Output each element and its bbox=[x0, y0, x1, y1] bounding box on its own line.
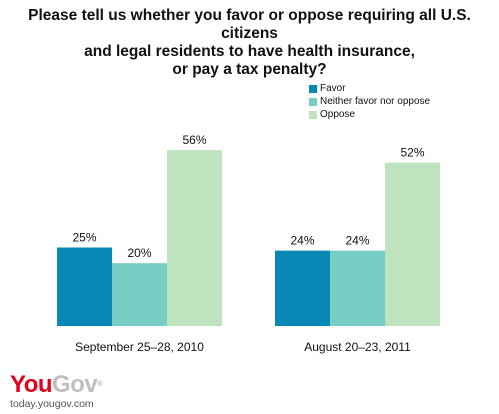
category-label-2: August 20–23, 2011 bbox=[304, 340, 411, 354]
title-line-3: or pay a tax penalty? bbox=[172, 61, 327, 78]
legend-swatch-favor bbox=[309, 84, 317, 93]
value-label-oppose-1: 56% bbox=[182, 133, 206, 147]
value-label-favor-1: 25% bbox=[72, 231, 96, 245]
bar-favor-1 bbox=[57, 247, 112, 326]
legend-swatch-oppose bbox=[309, 110, 317, 119]
legend-item-oppose: Oppose bbox=[309, 108, 430, 121]
legend-item-neither: Neither favor nor oppose bbox=[309, 95, 430, 108]
bar-neither-2 bbox=[330, 250, 385, 326]
category-label-1: September 25–28, 2010 bbox=[75, 340, 204, 354]
value-label-neither-1: 20% bbox=[127, 246, 151, 260]
legend: Favor Neither favor nor oppose Oppose bbox=[309, 82, 430, 121]
value-label-oppose-2: 52% bbox=[400, 146, 424, 160]
value-label-neither-2: 24% bbox=[345, 234, 369, 248]
title-line-2: and legal residents to have health insur… bbox=[84, 43, 415, 60]
bar-favor-2 bbox=[275, 250, 330, 326]
brand-block: YouGov® today.yougov.com bbox=[10, 371, 102, 411]
title-line-1: Please tell us whether you favor or oppo… bbox=[28, 7, 471, 42]
legend-label-oppose: Oppose bbox=[320, 109, 356, 120]
legend-item-favor: Favor bbox=[309, 82, 430, 95]
legend-label-neither: Neither favor nor oppose bbox=[320, 96, 431, 107]
bar-neither-1 bbox=[112, 263, 167, 326]
chart-title: Please tell us whether you favor or oppo… bbox=[0, 7, 499, 79]
legend-label-favor: Favor bbox=[320, 83, 346, 94]
brand-url: today.yougov.com bbox=[10, 398, 94, 410]
bar-oppose-1 bbox=[167, 150, 222, 326]
value-label-favor-2: 24% bbox=[290, 234, 314, 248]
yougov-logo: YouGov® bbox=[10, 371, 102, 398]
bar-oppose-2 bbox=[385, 162, 440, 326]
legend-swatch-neither bbox=[309, 97, 317, 106]
